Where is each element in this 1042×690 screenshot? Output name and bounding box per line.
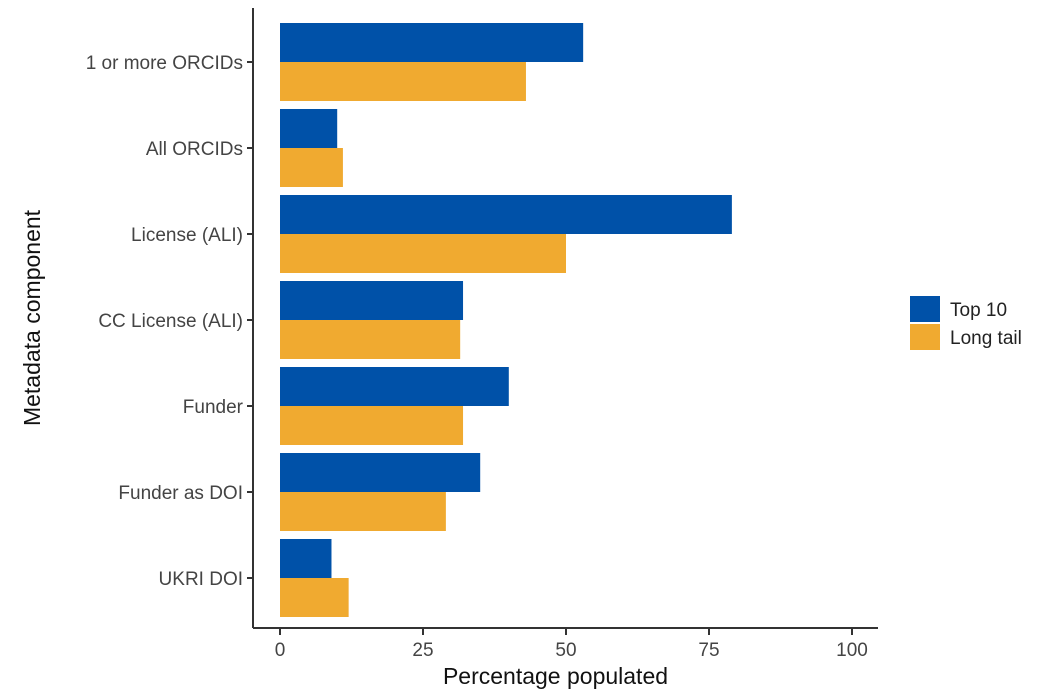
y-tick-label: UKRI DOI: [159, 569, 243, 590]
y-axis-title: Metadata component: [19, 209, 45, 426]
x-tick-label: 50: [555, 640, 576, 661]
x-axis-title: Percentage populated: [443, 663, 668, 689]
y-tick-label: Funder: [183, 397, 244, 418]
bar-long-tail-ukri-doi: [280, 578, 349, 617]
legend-swatch-long-tail: [910, 324, 940, 350]
x-tick-label: 100: [836, 640, 868, 661]
bar-long-tail-cc-license-ali: [280, 320, 461, 359]
bar-long-tail-all-orcids: [280, 148, 343, 187]
y-tick-label: 1 or more ORCIDs: [86, 53, 243, 74]
x-tick-label: 0: [275, 640, 286, 661]
bar-long-tail-license-ali: [280, 234, 566, 273]
y-axis-ticks: 1 or more ORCIDs All ORCIDs License (ALI) C…: [86, 53, 253, 590]
bar-top-10-1-or-more-orcids: [280, 23, 584, 62]
bar-long-tail-1-or-more-orcids: [280, 62, 526, 101]
bar-long-tail-funder-as-doi: [280, 492, 446, 531]
bar-top-10-funder: [280, 367, 509, 406]
y-tick-label: License (ALI): [131, 225, 243, 246]
y-tick-label: Funder as DOI: [118, 483, 243, 504]
legend: Top 10 Long tail: [910, 296, 1022, 350]
bar-top-10-all-orcids: [280, 109, 338, 148]
legend-label-top-10: Top 10: [950, 300, 1007, 321]
bar-top-10-cc-license-ali: [280, 281, 464, 320]
bar-top-10-ukri-doi: [280, 539, 332, 578]
y-tick-label: All ORCIDs: [146, 139, 243, 160]
y-tick-label: CC License (ALI): [98, 311, 243, 332]
legend-label-long-tail: Long tail: [950, 328, 1022, 349]
x-tick-label: 75: [698, 640, 719, 661]
bars-group: [280, 23, 732, 617]
bar-top-10-funder-as-doi: [280, 453, 481, 492]
legend-swatch-top-10: [910, 296, 940, 322]
bar-top-10-license-ali: [280, 195, 732, 234]
bar-long-tail-funder: [280, 406, 464, 445]
x-tick-label: 25: [412, 640, 433, 661]
x-axis-ticks: 0 25 50 75 100: [275, 628, 868, 661]
